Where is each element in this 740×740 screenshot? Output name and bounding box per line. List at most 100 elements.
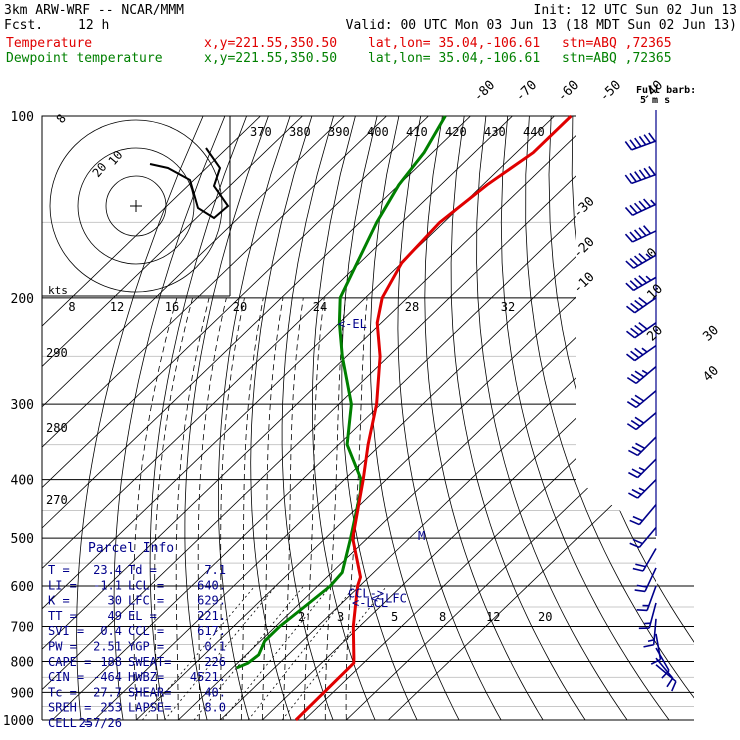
wind-barb-flag: [629, 257, 639, 267]
legend-temperature-latlon: lat,lon= 35.04,-106.61: [368, 36, 541, 51]
parcel-info-value: 617.: [197, 624, 226, 638]
parcel-info-key: K =: [48, 594, 70, 608]
wind-barb-staff: [635, 390, 657, 409]
wind-barb-flag: [629, 231, 638, 241]
wind-barb-flag: [629, 280, 639, 289]
theta-label: 440: [523, 125, 545, 139]
wind-barb-flag: [648, 166, 656, 176]
hodograph-ring: [105, 175, 167, 237]
isotherm-label: 40: [700, 363, 722, 385]
parcel-info-value: 30: [108, 594, 122, 608]
full-barb-value: 5 m s: [640, 95, 670, 106]
hodograph-ring-label: 20: [90, 160, 110, 180]
level-marker-label: CCL->: [348, 586, 384, 600]
isotherm-label: -10: [570, 270, 597, 297]
parcel-info-key: LI =: [48, 578, 77, 592]
wind-barb-flag: [624, 206, 634, 216]
parcel-info-key: Td =: [128, 563, 157, 577]
dry-adiabat-line: [149, 116, 247, 720]
wind-barb-half: [642, 604, 649, 607]
parcel-info-value: 629.: [197, 594, 226, 608]
wind-barb-flag: [643, 167, 652, 178]
wind-barb-flag: [634, 299, 644, 308]
wind-barb-staff: [655, 647, 670, 671]
hodograph-speed-label: 12: [110, 300, 124, 314]
theta-label: 380: [289, 125, 311, 139]
parcel-info-value: -464: [93, 670, 122, 684]
wind-barb: [655, 664, 677, 692]
theta-label: 390: [328, 125, 350, 139]
hodograph-speed-label: 20: [233, 300, 247, 314]
wind-barb: [643, 618, 657, 648]
dry-adiabat-line: [500, 116, 670, 720]
wind-barb-flag: [635, 442, 646, 450]
hodograph-ring: [49, 119, 223, 293]
parcel-info-value: 27.7: [93, 685, 122, 699]
level-marker-label: <-EL: [338, 317, 367, 331]
wind-barb-half: [650, 199, 656, 206]
legend-temperature-name: Temperature: [6, 36, 93, 51]
isotherm-label: 30: [700, 323, 722, 345]
mixing-ratio-labels: 2 3 5 8 12 20: [298, 610, 552, 624]
wind-barb-flag: [630, 419, 641, 427]
wind-barb: [655, 657, 674, 688]
parcel-info-key: CIN =: [48, 670, 84, 684]
isotherm-line: [42, 116, 261, 720]
wind-barb-flag: [643, 198, 652, 208]
isotherm-line: [42, 116, 471, 720]
wind-barb-flag: [633, 277, 643, 286]
wind-barb-staff: [634, 297, 657, 314]
isotherm-label: -20: [570, 235, 597, 262]
isotherm-line: [42, 116, 303, 720]
parcel-info-key: PW =: [48, 640, 77, 654]
theta-label: 370: [250, 125, 272, 139]
pressure-label: 800: [11, 655, 34, 670]
theta-label-left: 290: [46, 346, 68, 360]
wind-barb-flag: [624, 141, 633, 151]
isotherm-label: -60: [555, 78, 582, 105]
wind-barb-flag: [626, 305, 636, 314]
dry-adiabat-line: [281, 116, 334, 720]
parcel-info-key: SWEAT=: [128, 655, 171, 669]
dry-adiabat-line: [397, 116, 502, 720]
hodograph-ring-label: 10: [106, 148, 126, 168]
parcel-info-value: 257/26: [79, 716, 122, 730]
isotherm-line: [178, 116, 694, 720]
hodograph-speed-label: 8: [68, 300, 75, 314]
isotherm-line: [304, 116, 694, 720]
hodograph-speed-label: 32: [501, 300, 515, 314]
wind-barb-staff: [638, 526, 657, 548]
dry-adiabat-line: [217, 116, 291, 720]
legend-temperature-xy: x,y=221.55,350.50: [204, 36, 338, 51]
wind-barb-flag: [630, 327, 640, 336]
parcel-info-key: EL =: [128, 609, 157, 623]
dry-adiabat-line: [525, 116, 694, 720]
wind-barb-flag: [631, 468, 642, 475]
wind-barb-flag: [632, 538, 643, 545]
level-marker-m: M: [418, 529, 425, 543]
parcel-info-key: Tc =: [48, 685, 77, 699]
wind-barb: [626, 390, 657, 409]
wind-barb: [632, 548, 657, 572]
isotherm-label: 10: [644, 282, 666, 304]
wind-barb-flag: [633, 229, 643, 239]
wind-barb-flag: [648, 132, 656, 142]
wind-barb: [638, 602, 657, 630]
isotherm-line: [94, 116, 694, 720]
wind-barb-half: [647, 638, 655, 643]
wind-barb-flag: [638, 275, 648, 284]
wind-barb-flag: [630, 373, 641, 381]
hodograph-ring-label: 8: [54, 111, 69, 126]
theta-label: 400: [367, 125, 389, 139]
wind-barb-flag: [638, 135, 647, 146]
wind-barb-flag: [638, 227, 647, 237]
wind-barb-flag: [626, 376, 637, 385]
level-markers: <-EL CCL-><-LCL<-LFC M: [338, 317, 425, 610]
parcel-info-value: 49: [108, 609, 122, 623]
temperature-profile-line: [294, 114, 573, 722]
wind-barb-flag: [638, 200, 647, 210]
wind-barb-flag: [628, 449, 638, 457]
wind-barb-flag: [629, 519, 640, 526]
dry-adiabat-line: [548, 116, 694, 720]
parcel-info-key: CCL =: [128, 624, 164, 638]
